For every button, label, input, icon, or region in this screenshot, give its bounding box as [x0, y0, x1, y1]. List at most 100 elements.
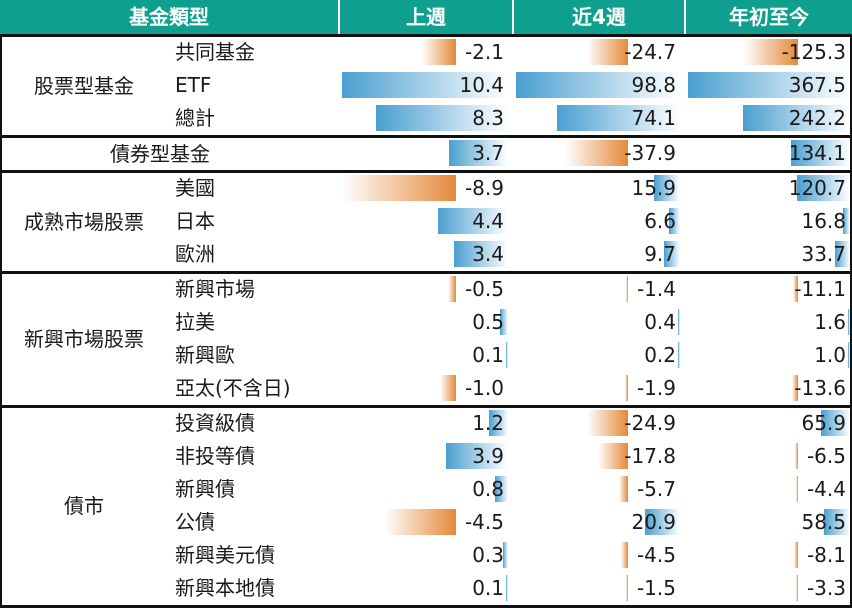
row-label: 非投等債: [175, 444, 255, 468]
group-label: 新興市場股票: [24, 327, 144, 351]
table-left-border: [0, 34, 2, 608]
data-bar: [342, 175, 456, 201]
group-divider: [0, 271, 852, 274]
value-week4: 0.4: [644, 310, 676, 334]
value-week4: -24.9: [624, 411, 676, 435]
table-right-border: [850, 34, 852, 608]
row-label: 新興美元債: [175, 543, 275, 567]
data-bar: [557, 105, 680, 131]
row-label: 亞太(不含日): [175, 376, 291, 400]
data-bar: [506, 575, 508, 601]
value-ytd: 16.8: [801, 209, 846, 233]
value-week4: -1.5: [636, 576, 676, 600]
value-ytd: -8.1: [806, 543, 846, 567]
group-label: 債市: [64, 494, 104, 518]
value-week: -1.0: [464, 376, 504, 400]
row-label: 新興本地債: [175, 576, 275, 600]
data-bar: [794, 542, 798, 568]
value-week: -4.5: [464, 510, 504, 534]
value-week: 4.4: [472, 209, 504, 233]
value-ytd: 134.1: [788, 141, 846, 165]
value-week4: -5.7: [636, 477, 676, 501]
data-bar: [796, 175, 850, 201]
value-ytd: 58.5: [801, 510, 846, 534]
data-bar: [848, 342, 850, 368]
row-label: 日本: [175, 209, 215, 233]
row-label: ETF: [175, 73, 212, 97]
data-bar: [653, 175, 680, 201]
data-bar: [645, 509, 680, 535]
value-week: 8.3: [472, 106, 504, 130]
data-bar: [620, 542, 628, 568]
data-bar: [688, 72, 850, 98]
data-bar: [422, 39, 456, 65]
value-week: -0.5: [464, 277, 504, 301]
data-bar: [835, 241, 850, 267]
header-week: 上週: [406, 5, 446, 29]
value-ytd: 120.7: [788, 176, 846, 200]
data-bar: [796, 575, 798, 601]
data-bar: [663, 241, 680, 267]
value-week4: -1.4: [636, 277, 676, 301]
group-label: 債券型基金: [110, 142, 210, 166]
data-bar: [440, 375, 456, 401]
row-label: 共同基金: [175, 40, 255, 64]
value-week: 0.8: [472, 477, 504, 501]
value-ytd: -11.1: [794, 277, 846, 301]
data-bar: [742, 39, 798, 65]
data-bar: [565, 140, 628, 166]
data-bar: [445, 443, 508, 469]
data-bar: [848, 309, 850, 335]
data-bar: [384, 509, 456, 535]
data-bar: [796, 476, 798, 502]
value-week4: -4.5: [636, 543, 676, 567]
value-week: 3.7: [472, 141, 504, 165]
value-ytd: 1.6: [814, 310, 846, 334]
data-bar: [453, 241, 508, 267]
row-label: 新興市場: [175, 277, 255, 301]
value-week: 0.1: [472, 576, 504, 600]
data-bar: [820, 410, 850, 436]
data-bar: [795, 443, 798, 469]
data-bar: [678, 309, 680, 335]
data-bar: [586, 410, 628, 436]
value-week: 10.4: [459, 73, 504, 97]
data-bar: [669, 208, 680, 234]
value-ytd: -125.3: [781, 40, 846, 64]
value-ytd: -6.5: [806, 444, 846, 468]
data-bar: [587, 39, 628, 65]
value-ytd: 33.7: [801, 242, 846, 266]
header-ytd: 年初至今: [729, 5, 809, 29]
data-bar: [792, 375, 798, 401]
data-bar: [743, 105, 850, 131]
data-bar: [516, 72, 680, 98]
row-label: 拉美: [175, 310, 215, 334]
header-4week: 近4週: [572, 5, 626, 29]
value-week: 3.9: [472, 444, 504, 468]
value-ytd: 65.9: [801, 411, 846, 435]
value-ytd: -3.3: [806, 576, 846, 600]
row-label: 歐洲: [175, 242, 215, 266]
row-label: 公債: [175, 510, 215, 534]
row-label: 新興歐: [175, 343, 235, 367]
data-bar: [495, 476, 508, 502]
data-bar: [624, 375, 628, 401]
group-label: 成熟市場股票: [24, 209, 144, 234]
data-bar: [625, 276, 628, 302]
data-bar: [506, 342, 508, 368]
value-week: 0.1: [472, 343, 504, 367]
data-bar: [678, 342, 680, 368]
value-ytd: 1.0: [814, 343, 846, 367]
row-label: 投資級債: [175, 411, 255, 435]
value-week: 0.3: [472, 543, 504, 567]
value-week: -2.1: [464, 40, 504, 64]
data-bar: [488, 410, 508, 436]
data-bar: [598, 443, 628, 469]
value-week4: 98.8: [631, 73, 676, 97]
value-ytd: 242.2: [788, 106, 846, 130]
value-week4: 6.6: [644, 209, 676, 233]
value-week: 1.2: [472, 411, 504, 435]
value-week4: 9.7: [644, 242, 676, 266]
data-bar: [842, 208, 850, 234]
